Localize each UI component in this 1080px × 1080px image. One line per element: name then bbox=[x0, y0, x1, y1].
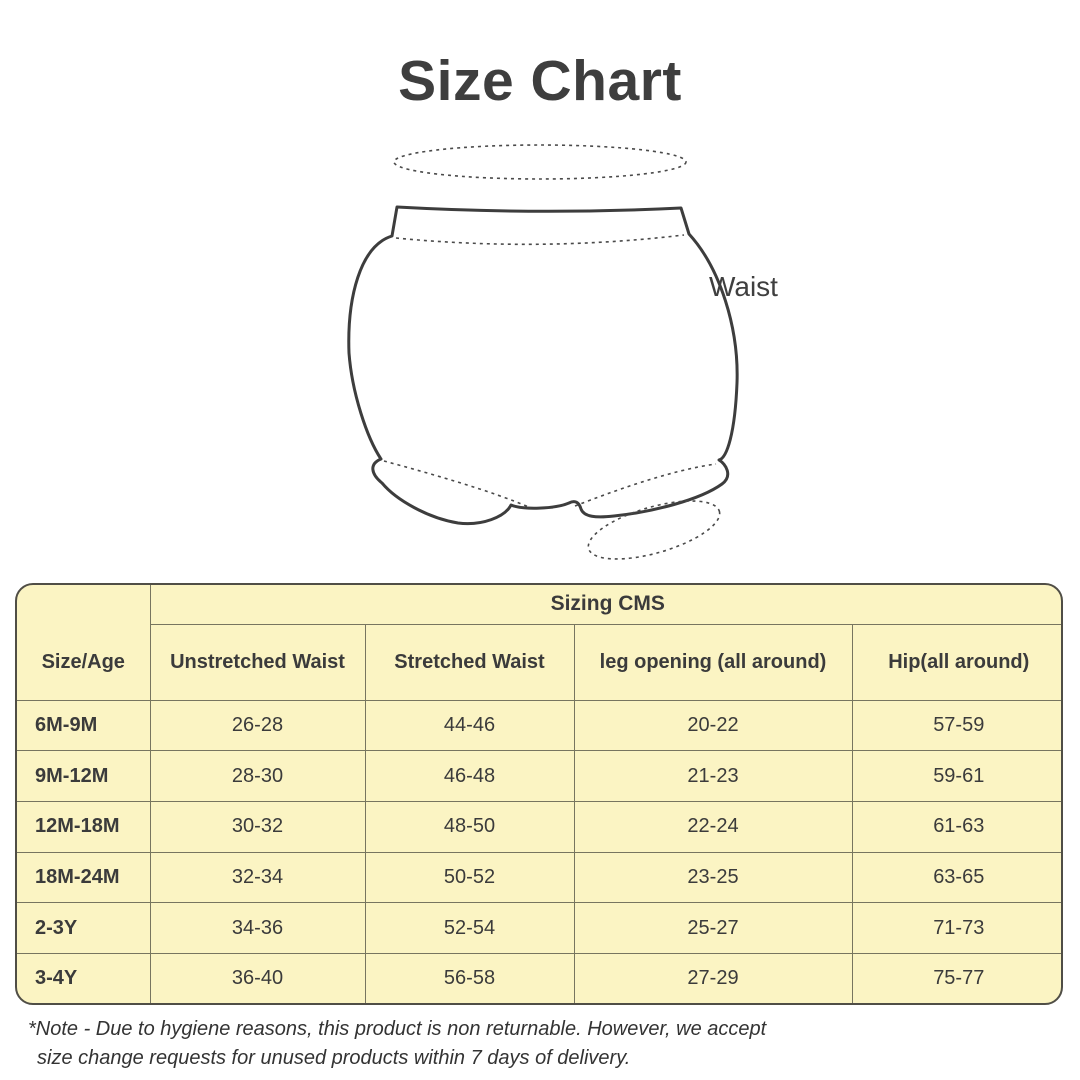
value-cell: 22-24 bbox=[573, 800, 853, 853]
bloomers-line-art bbox=[347, 144, 739, 560]
size-cell: 2-3Y bbox=[17, 902, 151, 954]
right-cuff-seam-dotted bbox=[574, 463, 717, 507]
left-cuff-seam-dotted bbox=[383, 460, 532, 509]
bloomers-diagram: Waist Leg Opening bbox=[0, 128, 1080, 654]
value-cell: 71-73 bbox=[851, 902, 1061, 954]
value-cell: 50-52 bbox=[364, 851, 575, 904]
value-cell: 59-61 bbox=[851, 750, 1061, 802]
size-cell: 18M-24M bbox=[17, 851, 151, 904]
sizing-table: Size/Age Sizing CMS Unstretched Waist St… bbox=[17, 585, 1061, 1003]
size-table: Size/Age Sizing CMS Unstretched Waist St… bbox=[15, 583, 1063, 1005]
value-cell: 32-34 bbox=[149, 851, 366, 904]
bloomers-outline bbox=[347, 205, 739, 526]
table-row-9m-12m: 9M-12M 28-30 46-48 21-23 59-61 bbox=[17, 750, 1061, 802]
note-line: *Note - Due to hygiene reasons, this pro… bbox=[28, 1018, 767, 1040]
waist-measure-ellipse bbox=[393, 144, 687, 180]
value-cell: 20-22 bbox=[573, 699, 853, 752]
table-row-2-3y: 2-3Y 34-36 52-54 25-27 71-73 bbox=[17, 902, 1061, 954]
column-header-unstretched-waist: Unstretched Waist bbox=[150, 623, 366, 701]
value-cell: 27-29 bbox=[573, 952, 853, 1003]
value-cell: 36-40 bbox=[149, 952, 366, 1003]
corner-header-size-age: Size/Age bbox=[17, 585, 151, 701]
column-header-hip: Hip(all around) bbox=[851, 623, 1061, 701]
value-cell: 30-32 bbox=[149, 800, 366, 853]
column-header-stretched-waist: Stretched Waist bbox=[364, 623, 575, 701]
value-cell: 75-77 bbox=[851, 952, 1061, 1003]
leg-opening-measure-ellipse bbox=[587, 500, 721, 560]
column-header-leg-opening: leg opening (all around) bbox=[573, 623, 853, 701]
table-row-12m-18m: 12M-18M 30-32 48-50 22-24 61-63 bbox=[17, 800, 1061, 853]
value-cell: 26-28 bbox=[149, 699, 366, 752]
table-row-3-4y: 3-4Y 36-40 56-58 27-29 75-77 bbox=[17, 952, 1061, 1003]
size-cell: 12M-18M bbox=[17, 800, 151, 853]
value-cell: 52-54 bbox=[364, 902, 575, 954]
value-cell: 23-25 bbox=[573, 851, 853, 904]
table-row-18m-24m: 18M-24M 32-34 50-52 23-25 63-65 bbox=[17, 851, 1061, 904]
value-cell: 34-36 bbox=[149, 902, 366, 954]
value-cell: 56-58 bbox=[364, 952, 575, 1003]
size-cell: 9M-12M bbox=[17, 750, 151, 802]
note-line: size change requests for unused products… bbox=[37, 1047, 631, 1069]
waist-label: Waist bbox=[709, 271, 778, 302]
value-cell: 21-23 bbox=[573, 750, 853, 802]
value-cell: 48-50 bbox=[364, 800, 575, 853]
value-cell: 28-30 bbox=[149, 750, 366, 802]
waistband-seam-dotted bbox=[395, 234, 685, 246]
hygiene-note: *Note - Due to hygiene reasons, this pro… bbox=[28, 1015, 766, 1073]
value-cell: 63-65 bbox=[851, 851, 1061, 904]
size-cell: 3-4Y bbox=[17, 952, 151, 1003]
table-row-6m-9m: 6M-9M 26-28 44-46 20-22 57-59 bbox=[17, 699, 1061, 752]
value-cell: 44-46 bbox=[364, 699, 575, 752]
group-header-sizing-cms: Sizing CMS bbox=[149, 585, 1061, 625]
page-title: Size Chart bbox=[398, 49, 682, 113]
value-cell: 61-63 bbox=[851, 800, 1061, 853]
value-cell: 46-48 bbox=[364, 750, 575, 802]
value-cell: 57-59 bbox=[851, 699, 1061, 752]
value-cell: 25-27 bbox=[573, 902, 853, 954]
size-cell: 6M-9M bbox=[17, 699, 151, 752]
